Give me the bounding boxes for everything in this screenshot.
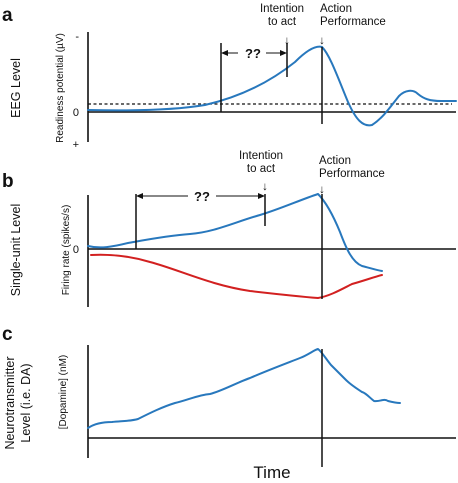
panel-a: a EEG Level Readiness potential (µV) - 0… xyxy=(2,3,457,151)
panel-a-intention-label-line1: Intention xyxy=(260,3,304,15)
panel-b-firing-rate-decrease-curve xyxy=(90,253,383,299)
panel-a-interval-left-arrowhead xyxy=(221,50,228,56)
panel-b-interval-label-bg xyxy=(188,188,216,203)
panel-a-readiness-potential-curve xyxy=(87,45,457,127)
panel-b-firing-rate-increase-curve xyxy=(87,193,383,272)
panel-c-level-label-line1: Neurotransmitter xyxy=(3,356,17,449)
panel-a-letter: a xyxy=(2,5,13,26)
panel-a-intention-label-line2: to act xyxy=(268,16,297,28)
panel-b-interval-right-arrowhead xyxy=(258,193,265,199)
panel-b-action-label-line1: Action xyxy=(319,155,351,167)
x-axis-time-label: Time xyxy=(253,463,290,482)
panel-b-intention-label-line1: Intention xyxy=(239,150,283,162)
panel-a-interval-label: ?? xyxy=(245,46,261,61)
panel-b-interval-left-arrowhead xyxy=(136,193,143,199)
panel-b-action-label-line2: Performance xyxy=(319,168,385,180)
panel-b-level-label: Single-unit Level xyxy=(9,204,23,296)
panel-b-action-arrow: ↓ xyxy=(319,184,325,196)
panel-b: b Single-unit Level Firing rate (spikes/… xyxy=(2,150,456,307)
panel-c-dopamine-curve xyxy=(87,348,401,429)
panel-b-interval-label: ?? xyxy=(194,189,210,204)
panel-a-action-label-line2: Performance xyxy=(320,16,386,28)
panel-a-tick-zero: 0 xyxy=(73,107,79,119)
panel-b-tick-zero: 0 xyxy=(73,244,79,256)
panel-a-action-label-line1: Action xyxy=(320,3,352,15)
panel-c-level-label-line2: Level (i.e. DA) xyxy=(19,363,33,442)
panel-b-y-axis-label: Firing rate (spikes/s) xyxy=(61,205,72,296)
panel-a-tick-plus: + xyxy=(73,139,79,151)
panel-a-level-label: EEG Level xyxy=(9,58,23,118)
panel-a-intention-arrow: ↓ xyxy=(284,35,290,47)
panel-a-interval-right-arrowhead xyxy=(280,50,287,56)
panel-c-letter: c xyxy=(2,324,13,345)
panel-b-intention-label-line2: to act xyxy=(247,163,276,175)
panel-b-intention-arrow: ↓ xyxy=(262,181,268,193)
panel-a-action-arrow: ↓ xyxy=(319,35,325,47)
panel-b-letter: b xyxy=(2,171,14,192)
panel-a-tick-minus: - xyxy=(75,31,79,43)
panel-c: c Neurotransmitter Level (i.e. DA) [Dopa… xyxy=(2,324,456,467)
panel-c-y-axis-label: [Dopamine] (nM) xyxy=(58,355,69,429)
panel-a-y-axis-label: Readiness potential (µV) xyxy=(55,33,66,143)
panel-a-interval-label-bg xyxy=(238,45,266,60)
